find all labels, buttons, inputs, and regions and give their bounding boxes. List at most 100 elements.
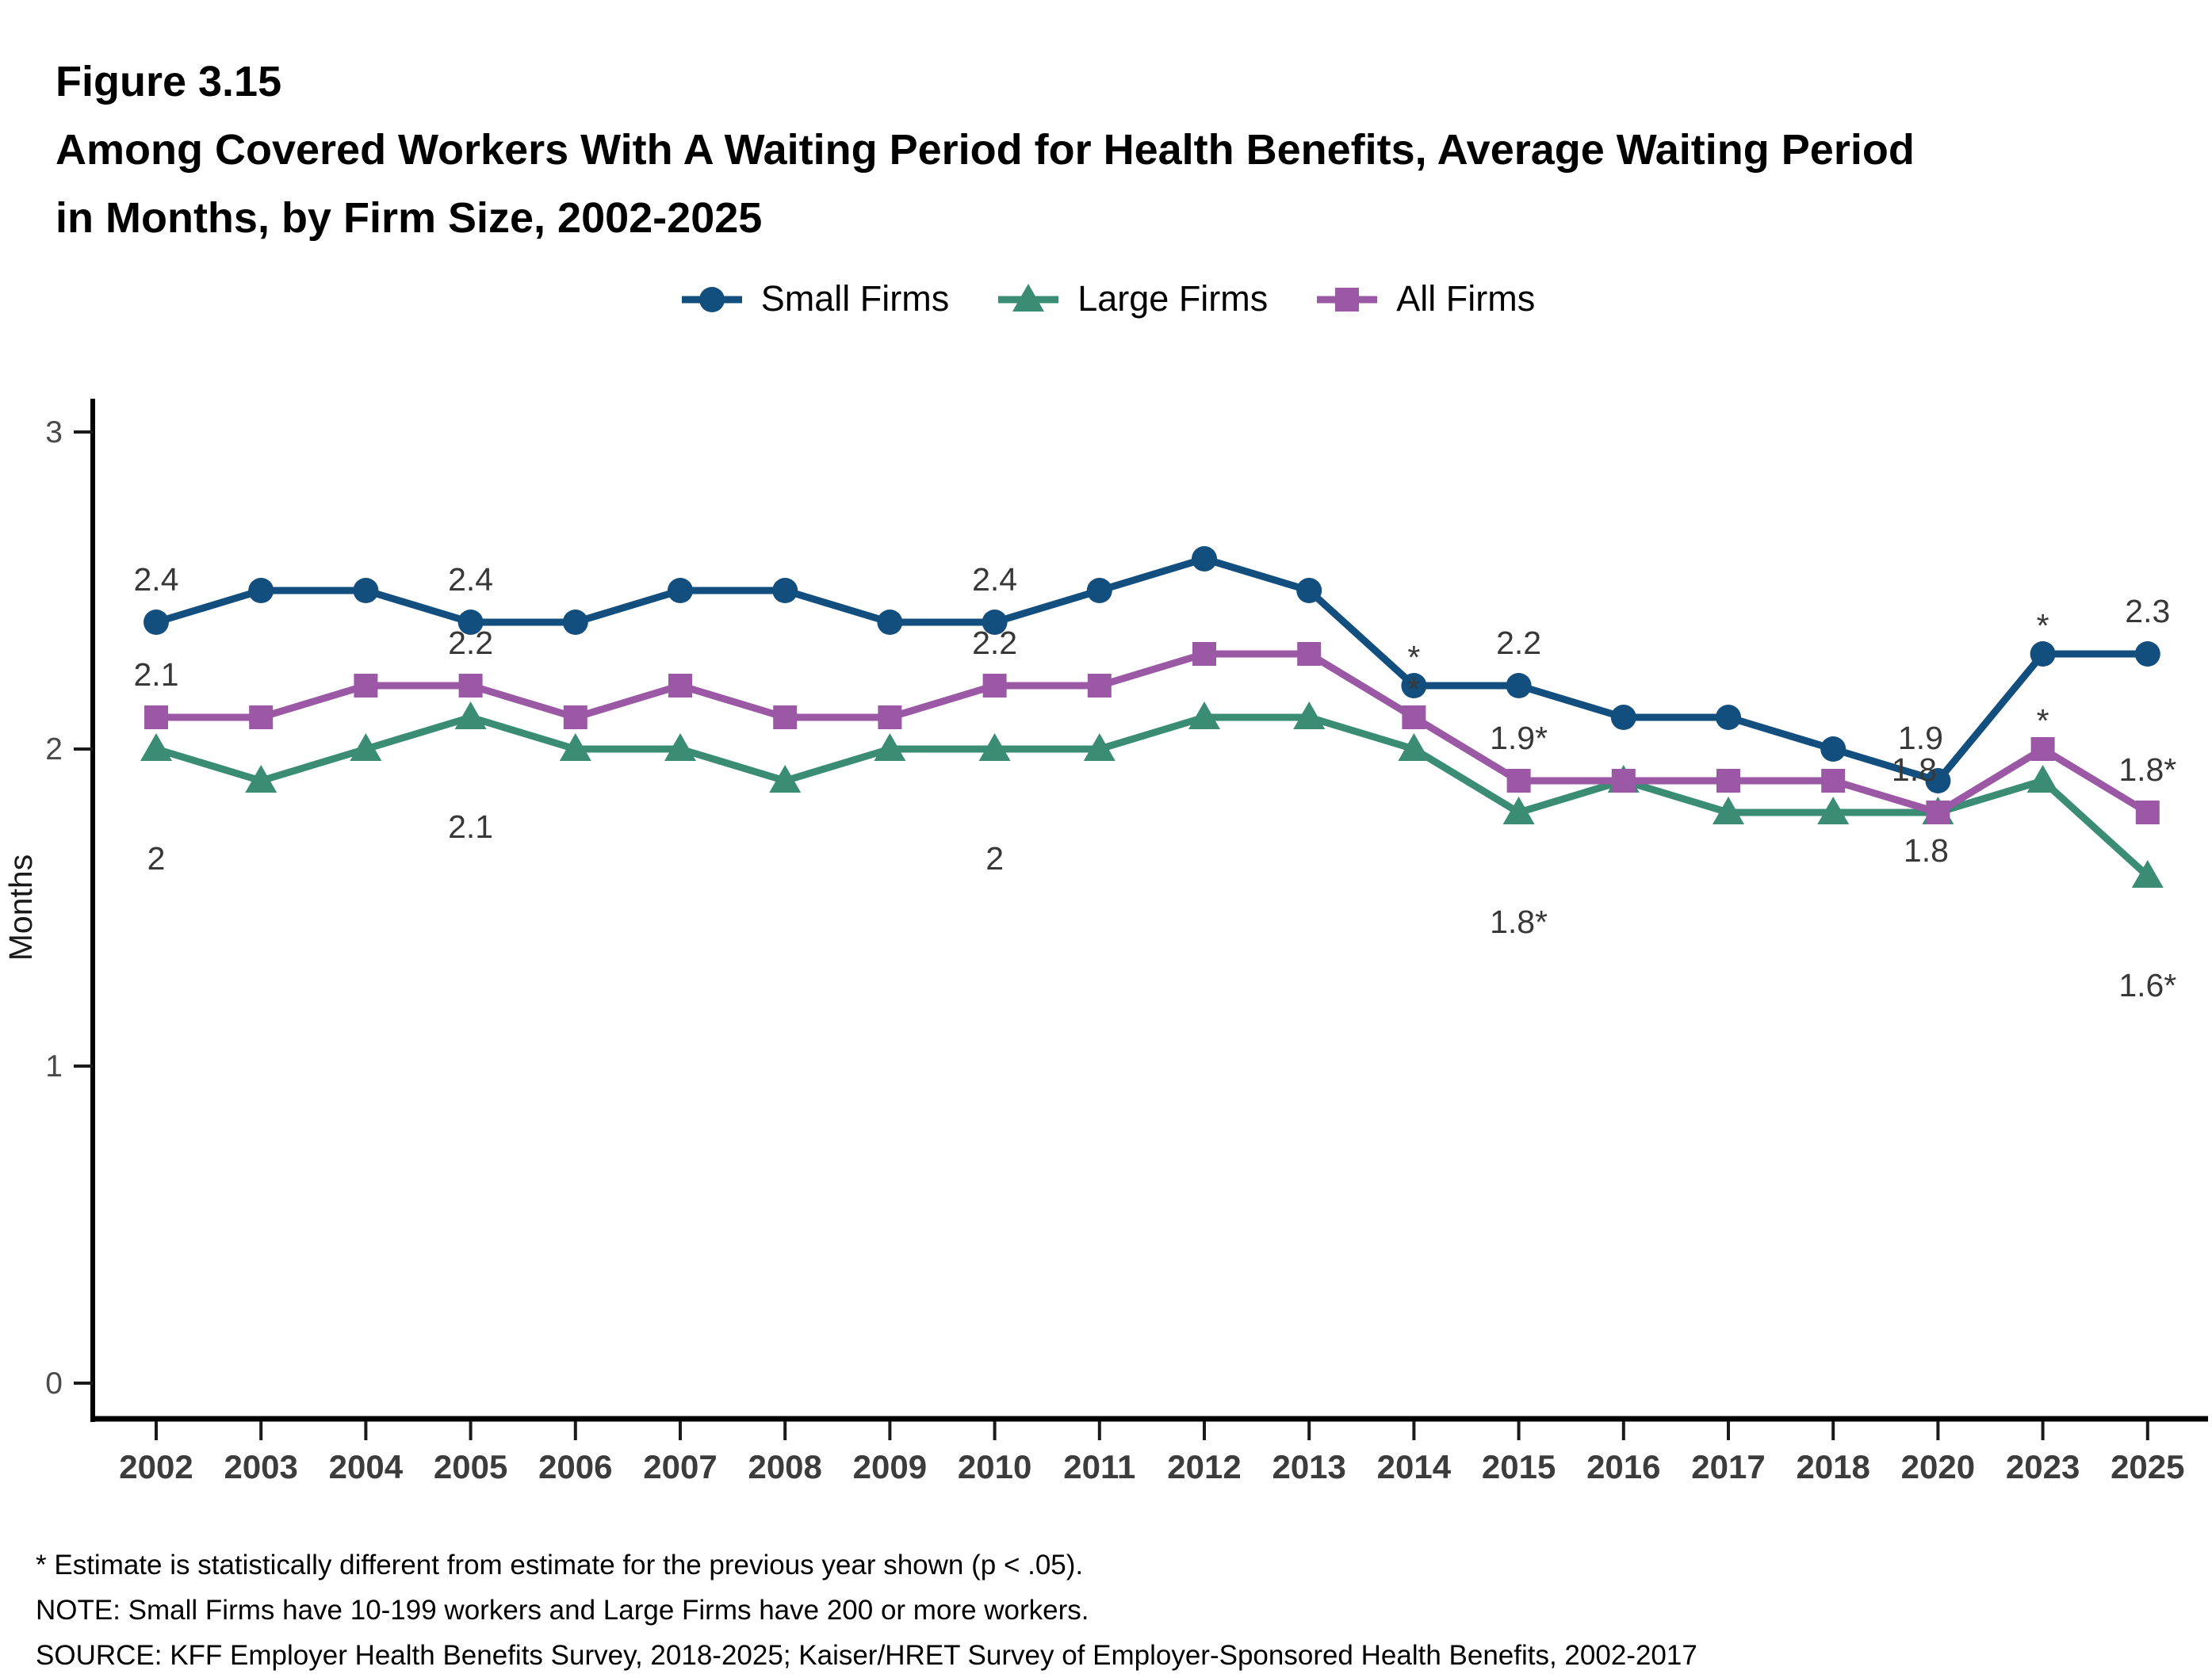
data-point-small-firms (877, 610, 903, 635)
data-point-all-firms (144, 705, 168, 729)
x-tick-label: 2008 (748, 1448, 821, 1485)
data-point-small-firms (457, 610, 484, 635)
data-label-all-firms-2005: 2.2 (448, 625, 493, 661)
data-label-small-firms-2023: * (2037, 607, 2049, 644)
data-point-large-firms (874, 733, 906, 761)
data-point-all-firms (1506, 769, 1531, 793)
data-label-all-firms-2015: 1.9* (1490, 720, 1548, 756)
data-point-all-firms (1297, 642, 1322, 666)
data-label-large-firms-2020: 1.8 (1904, 832, 1949, 869)
footnote-source: SOURCE: KFF Employer Health Benefits Sur… (36, 1640, 1697, 1671)
x-tick-label: 2013 (1272, 1448, 1345, 1485)
data-point-large-firms (1713, 797, 1744, 824)
data-point-large-firms (1398, 733, 1430, 761)
x-tick-label: 2015 (1482, 1448, 1556, 1485)
y-tick-label: 2 (45, 732, 63, 766)
x-tick-label: 2009 (853, 1448, 927, 1485)
legend-item-all-firms: All Firms (1312, 276, 1535, 322)
data-point-all-firms (1821, 769, 1846, 793)
data-label-all-firms-2002: 2.1 (134, 656, 179, 693)
data-point-large-firms (140, 733, 172, 761)
data-point-all-firms (1611, 769, 1636, 793)
data-point-all-firms (1926, 801, 1950, 824)
legend-label: All Firms (1396, 278, 1536, 319)
data-point-large-firms (664, 733, 696, 761)
data-point-large-firms (1293, 701, 1326, 729)
data-point-all-firms (1402, 705, 1426, 729)
x-tick-label: 2002 (119, 1448, 193, 1485)
data-point-large-firms (1817, 797, 1850, 824)
data-label-all-firms-2014: * (1407, 671, 1420, 707)
data-point-small-firms (1086, 578, 1112, 603)
x-tick-label: 2018 (1796, 1448, 1869, 1485)
data-point-all-firms (354, 674, 378, 698)
x-tick-label: 2007 (643, 1448, 717, 1485)
data-point-small-firms (1610, 705, 1636, 730)
data-point-all-firms (1087, 674, 1112, 698)
data-label-all-firms-2023: * (2037, 702, 2049, 739)
x-tick-label: 2010 (958, 1448, 1031, 1485)
series-line-small-firms (155, 555, 2148, 785)
data-point-all-firms (668, 674, 692, 698)
data-point-all-firms (1192, 642, 1216, 666)
data-label-all-firms-2025: 1.8* (2118, 751, 2176, 788)
triangle-legend-key-icon (998, 284, 1059, 312)
data-label-large-firms-2010: 2 (985, 840, 1004, 877)
x-tick-label: 2017 (1691, 1448, 1765, 1485)
y-tick-label: 3 (45, 415, 63, 449)
series-line-all-firms (156, 650, 2150, 816)
footnote-significance: * Estimate is statistically different fr… (36, 1550, 1084, 1581)
x-tick-label: 2020 (1901, 1448, 1975, 1485)
data-point-large-firms (1502, 797, 1535, 824)
x-tick-label: 2005 (434, 1448, 507, 1485)
chart-title-line2: in Months, by Firm Size, 2002-2025 (55, 194, 763, 242)
data-label-large-firms-2002: 2 (147, 840, 166, 877)
data-label-small-firms-2025: 2.3 (2125, 593, 2170, 629)
data-point-small-firms (668, 578, 693, 603)
footnote-note: NOTE: Small Firms have 10-199 workers an… (36, 1595, 1089, 1626)
large-firms-line-marker-icon (993, 276, 1063, 322)
data-point-large-firms (769, 765, 802, 793)
x-tick-label: 2014 (1377, 1448, 1452, 1485)
x-tick-label: 2006 (538, 1448, 612, 1485)
y-axis-title: Months (2, 854, 39, 961)
data-label-small-firms-2020: 1.9 (1898, 720, 1943, 756)
data-label-large-firms-2025: 1.6* (2118, 967, 2176, 1003)
data-point-all-firms (2030, 737, 2055, 761)
legend-item-large-firms: Large Firms (993, 276, 1268, 322)
square-legend-key-icon (1317, 288, 1378, 312)
data-label-large-firms-2005: 2.1 (448, 808, 493, 845)
data-point-small-firms (1506, 673, 1532, 698)
small-firms-line-marker-icon (677, 276, 747, 322)
data-point-large-firms (350, 733, 382, 761)
data-point-large-firms (2131, 860, 2164, 888)
data-label-all-firms-2020: 1.8 (1892, 751, 1937, 788)
series-line-large-firms (155, 713, 2150, 879)
data-point-small-firms (1820, 736, 1847, 762)
data-point-small-firms (1716, 705, 1741, 730)
data-point-all-firms (773, 705, 798, 729)
data-point-large-firms (245, 765, 277, 793)
data-point-all-firms (1716, 769, 1740, 793)
x-tick-label: 2023 (2006, 1448, 2080, 1485)
circle-legend-key-icon (681, 287, 742, 312)
x-tick-label: 2004 (329, 1448, 404, 1485)
chart-title-line1: Among Covered Workers With A Waiting Per… (55, 126, 1915, 174)
data-point-small-firms (1925, 768, 1951, 793)
all-firms-line-marker-icon (1312, 276, 1382, 322)
data-point-large-firms (2026, 765, 2059, 793)
x-tick-label: 2025 (2111, 1448, 2184, 1485)
data-point-all-firms (982, 674, 1007, 698)
data-point-large-firms (978, 733, 1011, 761)
data-point-small-firms (772, 578, 798, 603)
legend-label: Small Firms (760, 278, 950, 319)
footnotes: * Estimate is statistically different fr… (36, 1542, 1697, 1678)
data-point-large-firms (1188, 701, 1220, 729)
data-point-all-firms (878, 705, 902, 729)
data-point-small-firms (2030, 641, 2056, 667)
figure-number: Figure 3.15 (55, 58, 282, 105)
data-label-small-firms-2010: 2.4 (972, 561, 1017, 598)
data-point-small-firms (562, 610, 588, 635)
data-point-small-firms (1192, 546, 1217, 571)
